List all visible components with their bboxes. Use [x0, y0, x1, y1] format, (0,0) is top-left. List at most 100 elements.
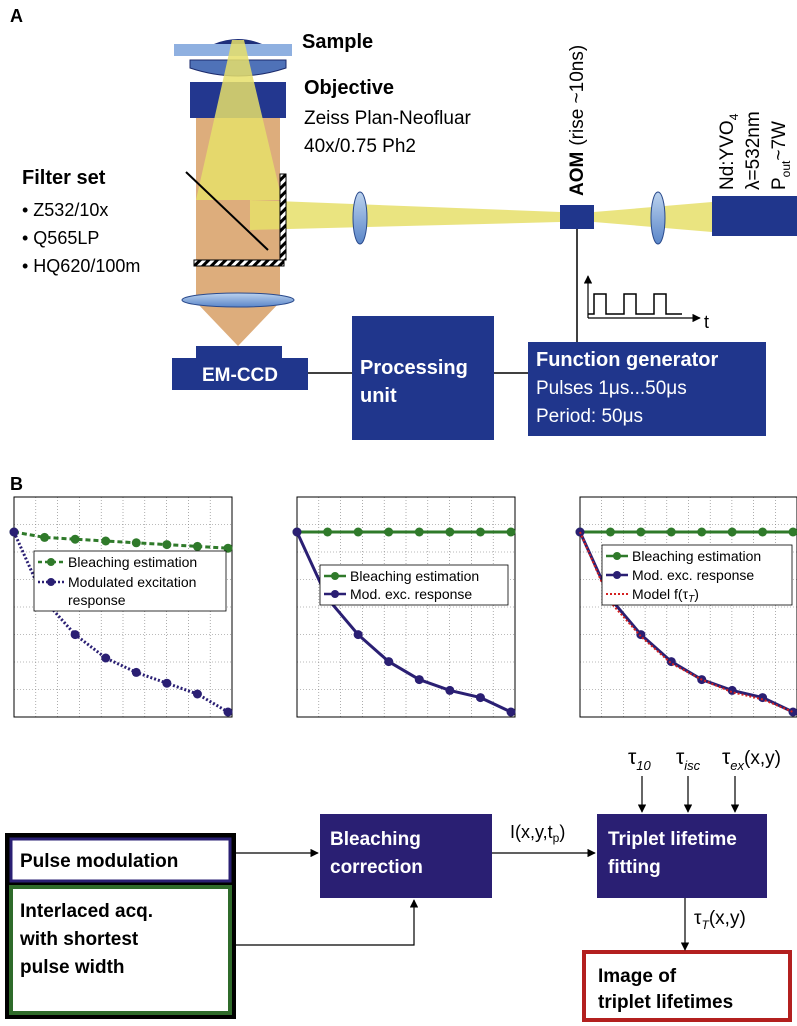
series-point-2	[667, 657, 676, 666]
filter-item-2: • Q565LP	[22, 228, 99, 248]
series-point-2	[132, 668, 141, 677]
filter-set-title: Filter set	[22, 167, 106, 189]
output-line2: triplet lifetimes	[598, 992, 733, 1013]
tau10-sub: 10	[636, 758, 651, 773]
tauisc-sub: isc	[684, 758, 700, 773]
series-point-1	[697, 528, 706, 537]
tube-lens	[182, 293, 294, 307]
chart-panel-2	[293, 497, 516, 717]
excitation-beam-horizontal	[250, 200, 560, 230]
taut-label: τT(x,y)	[694, 908, 746, 932]
legend1-mod-marker	[47, 578, 55, 586]
series-point-2	[162, 679, 171, 688]
series-point-2	[384, 657, 393, 666]
tauisc-label: τisc	[676, 746, 701, 773]
processing-line2: unit	[360, 385, 397, 407]
legend2-mod: Mod. exc. response	[350, 586, 472, 602]
series-point-2	[293, 528, 302, 537]
series-point-1	[132, 538, 141, 547]
panel-b-label: B	[10, 474, 23, 494]
filter-item-3: • HQ620/100m	[22, 256, 140, 276]
series-point-2	[10, 528, 19, 537]
legend2-bleach-marker	[331, 572, 339, 580]
tauex-label: τex(x,y)	[722, 746, 781, 773]
laser-name-sub: 4	[727, 113, 741, 120]
tauex-sub: ex	[730, 758, 744, 773]
laser-name: Nd:YVO	[717, 120, 738, 190]
laser-line1: Nd:YVO4	[717, 113, 741, 190]
legend3-mod: Mod. exc. response	[632, 567, 754, 583]
legend1-bleach: Bleaching estimation	[68, 554, 197, 570]
legend1-bleach-marker	[47, 558, 55, 566]
emccd-label: EM-CCD	[202, 365, 278, 386]
series-point-2	[101, 654, 110, 663]
filter-item-1: • Z532/10x	[22, 200, 108, 220]
series-point-1	[476, 528, 485, 537]
series-point-1	[71, 535, 80, 544]
laser-power-sub: out	[779, 160, 793, 177]
relay-lens-1	[353, 192, 367, 244]
aom-crystal	[560, 205, 594, 229]
objective-line2: 40x/0.75 Ph2	[304, 136, 416, 157]
sample-label: Sample	[302, 31, 373, 53]
objective-line1: Zeiss Plan-Neofluar	[304, 108, 472, 129]
aom-label: AOM(rise ~10ns)	[567, 45, 588, 196]
signal-end: )	[559, 822, 565, 842]
legend3-bleach: Bleaching estimation	[632, 548, 761, 564]
legend2-bleach: Bleaching estimation	[350, 568, 479, 584]
triplet-fitting-line1: Triplet lifetime	[608, 829, 737, 850]
tauex-end: (x,y)	[744, 748, 781, 769]
series-point-1	[354, 528, 363, 537]
series-point-1	[193, 542, 202, 551]
legend3-mod-marker	[613, 571, 621, 579]
laser-line3: Pout~7W	[769, 121, 793, 190]
bleaching-correction-box	[320, 814, 492, 898]
series-point-2	[354, 630, 363, 639]
series-point-1	[415, 528, 424, 537]
series-point-2	[193, 690, 202, 699]
pulse-modulation-label: Pulse modulation	[20, 851, 178, 872]
legend-chart-1: Bleaching estimation Modulated excitatio…	[34, 551, 226, 611]
pulse-train	[588, 294, 682, 314]
series-point-1	[40, 533, 49, 542]
series-point-2	[71, 630, 80, 639]
legend1-mod-2: response	[68, 592, 126, 608]
relay-lens-2	[651, 192, 665, 244]
panel-a-label: A	[10, 6, 23, 26]
series-point-2	[224, 708, 233, 717]
signal-label: I(x,y,tp)	[510, 822, 565, 845]
series-point-1	[162, 540, 171, 549]
laser-head	[712, 196, 797, 236]
emission-filter	[194, 260, 284, 266]
series-point-1	[101, 537, 110, 546]
series-point-2	[476, 693, 485, 702]
series-point-1	[667, 528, 676, 537]
processing-line1: Processing	[360, 357, 468, 379]
series-point-1	[323, 528, 332, 537]
series-point-1	[636, 528, 645, 537]
arrow-interlaced-to-bleaching	[236, 900, 414, 945]
laser-power-p: P	[769, 177, 790, 190]
aom-name: AOM	[567, 152, 588, 196]
pulse-axis-label: t	[704, 312, 709, 332]
legend3-model-end: )	[694, 586, 699, 602]
fg-pulses: Pulses 1μs...50μs	[536, 378, 687, 399]
taut-end: (x,y)	[709, 908, 746, 929]
chart-panel-3	[576, 497, 797, 717]
legend3-bleach-marker	[613, 552, 621, 560]
series-point-1	[507, 528, 516, 537]
interlaced-line2: with shortest	[19, 929, 139, 950]
legend-chart-3: Bleaching estimation Mod. exc. response …	[602, 545, 792, 605]
triplet-fitting-box	[597, 814, 767, 898]
series-point-1	[789, 528, 797, 537]
interlaced-line1: Interlaced acq.	[20, 901, 153, 922]
fg-title: Function generator	[536, 349, 718, 371]
series-point-2	[415, 675, 424, 684]
objective-title: Objective	[304, 77, 394, 99]
legend3-model-text: Model f(τ	[632, 586, 689, 602]
series-point-1	[606, 528, 615, 537]
emission-beam-focus	[196, 302, 280, 346]
tau10-label: τ10	[628, 746, 652, 773]
fg-period: Period: 50μs	[536, 406, 643, 427]
